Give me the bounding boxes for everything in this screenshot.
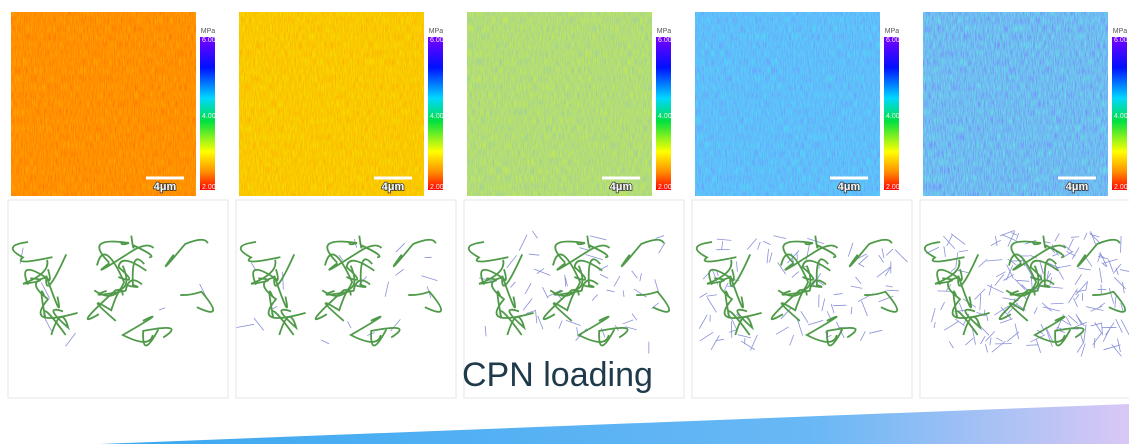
colorbar-tick-label: 4.00 <box>1114 113 1128 120</box>
modulus-map <box>923 12 1108 196</box>
colorbar-tick-label: 6.00 <box>202 37 216 44</box>
scale-bar-label: 4μm <box>154 181 177 193</box>
nanofiber <box>1026 345 1038 346</box>
nanofiber <box>1121 236 1122 252</box>
scale-bar-label: 4μm <box>382 181 405 193</box>
colorbar-tick-label: 2.00 <box>886 184 900 191</box>
scale-bar-label: 4μm <box>838 181 861 193</box>
colorbar-tick-label: 2.00 <box>202 184 216 191</box>
arrow-wedge <box>100 404 1129 444</box>
colorbar-tick-label: 4.00 <box>886 113 900 120</box>
figure-canvas: 4μm MPa 6.00 4.00 2.00 4μm MPa 6.00 4.00 2.00 4μm M… <box>0 0 1129 444</box>
modulus-map <box>695 12 880 196</box>
modulus-map <box>239 12 424 196</box>
colorbar-unit: MPa <box>885 28 900 35</box>
panel: 4μm MPa 6.00 4.00 2.00 <box>239 12 444 196</box>
colorbar-tick-label: 6.00 <box>886 37 900 44</box>
colorbar-tick-label: 6.00 <box>658 37 672 44</box>
modulus-map <box>11 12 196 196</box>
figure: 4μm MPa 6.00 4.00 2.00 4μm MPa 6.00 4.00 2.00 4μm M… <box>0 0 1129 444</box>
scale-bar-label: 4μm <box>1066 181 1089 193</box>
scale-bar-label: 4μm <box>610 181 633 193</box>
colorbar-tick-label: 6.00 <box>430 37 444 44</box>
panel: 4μm MPa 6.00 4.00 2.00 <box>695 12 900 196</box>
schematic-frame <box>8 200 228 398</box>
nanofiber <box>1071 237 1079 238</box>
schematic <box>236 200 456 398</box>
schematic-frame <box>236 200 456 398</box>
colorbar-unit: MPa <box>1113 28 1128 35</box>
schematic-frame <box>692 200 912 398</box>
colorbar-tick-label: 2.00 <box>658 184 672 191</box>
panel: 4μm MPa 6.00 4.00 2.00 <box>923 12 1128 196</box>
colorbar-unit: MPa <box>657 28 672 35</box>
colorbar-tick-label: 2.00 <box>430 184 444 191</box>
schematic-frame <box>920 200 1129 398</box>
colorbar-tick-label: 4.00 <box>202 113 216 120</box>
schematic <box>920 200 1129 398</box>
colorbar-tick-label: 2.00 <box>1114 184 1128 191</box>
schematic <box>692 200 912 398</box>
colorbar-tick-label: 4.00 <box>658 113 672 120</box>
schematic <box>8 200 228 398</box>
colorbar-tick-label: 6.00 <box>1114 37 1128 44</box>
colorbar-unit: MPa <box>201 28 216 35</box>
modulus-map <box>467 12 652 196</box>
axis-label: CPN loading <box>462 356 653 394</box>
colorbar-tick-label: 4.00 <box>430 113 444 120</box>
colorbar-unit: MPa <box>429 28 444 35</box>
panel: 4μm MPa 6.00 4.00 2.00 <box>467 12 672 196</box>
panel: 4μm MPa 6.00 4.00 2.00 <box>11 12 216 196</box>
